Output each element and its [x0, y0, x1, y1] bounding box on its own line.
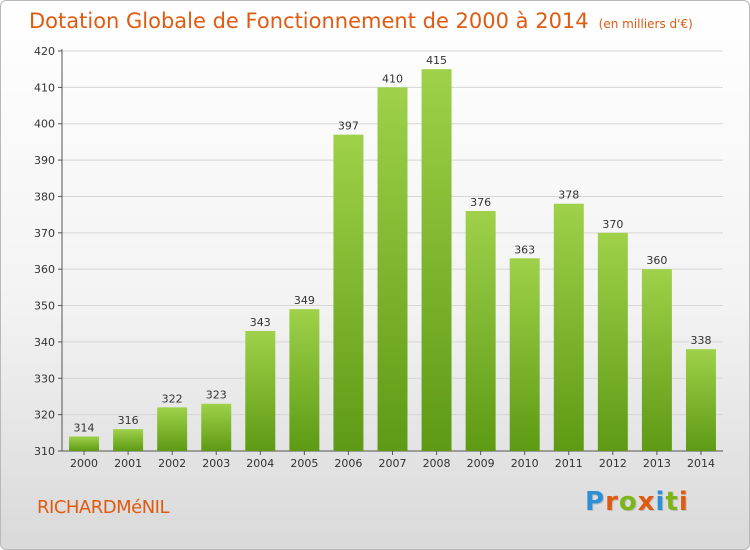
y-tick-label: 330: [34, 372, 55, 385]
bar-value-label: 323: [206, 389, 227, 402]
bar: [685, 349, 716, 451]
y-tick-label: 400: [34, 118, 55, 131]
y-tick-label: 310: [34, 445, 55, 458]
x-tick-label: 2000: [70, 457, 98, 470]
chart-title: Dotation Globale de Fonctionnement de 20…: [29, 9, 693, 33]
bar-value-label: 415: [426, 54, 447, 67]
logo-letter: r: [605, 487, 619, 517]
x-tick-label: 2007: [379, 457, 407, 470]
x-tick-label: 2012: [599, 457, 627, 470]
logo-letter: P: [585, 487, 606, 517]
y-tick-label: 340: [34, 336, 55, 349]
y-tick-label: 320: [34, 409, 55, 422]
x-tick-label: 2006: [334, 457, 362, 470]
bar-value-label: 378: [558, 189, 579, 202]
logo-letter: x: [637, 487, 656, 517]
bar: [69, 436, 100, 451]
bar: [113, 429, 144, 451]
bar-value-label: 338: [690, 334, 711, 347]
chart-title-text: Dotation Globale de Fonctionnement de 20…: [29, 9, 589, 33]
bar: [553, 203, 584, 451]
y-tick-label: 410: [34, 81, 55, 94]
y-tick-label: 360: [34, 263, 55, 276]
y-tick-label: 420: [34, 45, 55, 58]
bar-value-label: 376: [470, 196, 491, 209]
x-tick-label: 2011: [555, 457, 583, 470]
logo-letter: i: [655, 487, 666, 517]
y-tick-label: 380: [34, 190, 55, 203]
x-tick-label: 2005: [290, 457, 318, 470]
proxiti-logo[interactable]: Proxiti: [585, 487, 689, 517]
bar: [641, 269, 672, 451]
bar: [421, 69, 452, 451]
bar-value-label: 322: [162, 392, 183, 405]
y-tick-label: 350: [34, 300, 55, 313]
x-tick-label: 2014: [687, 457, 715, 470]
bar-value-label: 343: [250, 316, 271, 329]
x-tick-label: 2003: [202, 457, 230, 470]
data-labels: 314 316 322 323 343 349 397 410 415 376 363 378 370 3…: [74, 54, 712, 434]
logo-letter: o: [618, 487, 638, 517]
x-tick-label: 2009: [467, 457, 495, 470]
bar-value-label: 397: [338, 120, 359, 133]
y-tick-label: 390: [34, 154, 55, 167]
bar: [201, 403, 232, 451]
x-tick-label: 2008: [423, 457, 451, 470]
bar: [597, 232, 628, 451]
x-tick-label: 2013: [643, 457, 671, 470]
x-tick-label: 2004: [246, 457, 274, 470]
bar: [245, 331, 276, 451]
x-tick-label: 2002: [158, 457, 186, 470]
bar: [377, 87, 408, 451]
bar: [157, 407, 188, 451]
bar: [289, 309, 320, 451]
logo-letter: t: [665, 487, 679, 517]
bar-value-label: 363: [514, 243, 535, 256]
bars: [69, 69, 716, 452]
bar: [333, 134, 364, 452]
bar: [509, 258, 540, 451]
x-tick-label: 2010: [511, 457, 539, 470]
bar-value-label: 360: [646, 254, 667, 267]
x-tick-label: 2001: [114, 457, 142, 470]
bar-value-label: 316: [118, 414, 139, 427]
bar-value-label: 370: [602, 218, 623, 231]
bar-value-label: 410: [382, 72, 403, 85]
chart-units: (en milliers d'€): [598, 17, 693, 31]
bar-value-label: 349: [294, 294, 315, 307]
commune-name: RICHARDMéNIL: [37, 497, 170, 518]
y-tick-label: 370: [34, 227, 55, 240]
logo-letter: i: [678, 487, 689, 517]
bar: [465, 211, 496, 451]
bar-value-label: 314: [74, 421, 95, 434]
